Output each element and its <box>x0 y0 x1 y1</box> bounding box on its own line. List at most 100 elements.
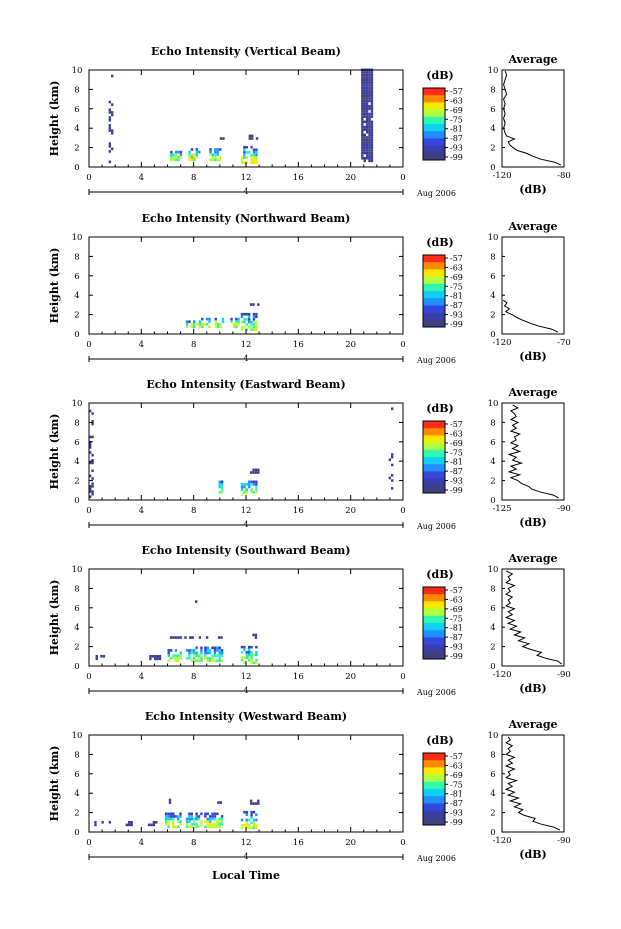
echo-cell <box>209 158 212 162</box>
echo-cell <box>363 120 366 124</box>
colorbar-segment <box>423 803 445 812</box>
echo-cell <box>243 661 246 665</box>
echo-block <box>125 820 133 827</box>
colorbar-segment <box>423 767 445 776</box>
echo-cell <box>247 656 251 659</box>
echo-cell <box>198 150 201 154</box>
echo-cell <box>250 320 253 324</box>
echo-cell <box>208 651 212 655</box>
echo-cell <box>167 659 170 663</box>
echo-cell <box>368 89 371 92</box>
echo-cell <box>195 822 198 826</box>
echo-cell <box>195 815 198 818</box>
echo-cell <box>188 320 191 323</box>
echo-cell <box>365 149 369 152</box>
echo-cell <box>91 492 94 496</box>
echo-block <box>149 654 162 661</box>
x-tick-label: 8 <box>191 838 196 848</box>
average-profile-line <box>502 299 559 333</box>
echo-cell <box>204 815 207 818</box>
echo-cell <box>195 659 198 663</box>
echo-cell <box>252 490 256 494</box>
echo-cell <box>216 812 219 816</box>
echo-cell <box>211 158 215 162</box>
panel-title: Echo Intensity (Westward Beam) <box>145 710 347 723</box>
echo-cell <box>220 651 224 655</box>
echo-cell <box>361 86 364 90</box>
avg-y-tick-label: 4 <box>490 291 495 301</box>
y-tick-label: 4 <box>74 457 79 467</box>
echo-cell <box>130 823 133 827</box>
echo-cell <box>249 471 253 474</box>
echo-cell <box>169 656 173 660</box>
echo-cell <box>255 658 258 662</box>
echo-cell <box>172 812 175 816</box>
echo-cell <box>247 312 251 316</box>
y-tick-label: 0 <box>74 828 79 838</box>
echo-cell <box>365 130 369 134</box>
echo-cell <box>363 76 366 79</box>
colorbar-tick-label: -57 <box>450 586 463 595</box>
echo-cell <box>250 158 253 162</box>
colorbar-frame <box>422 586 446 660</box>
echo-cell <box>211 825 214 829</box>
colorbar-tick-label: -63 <box>450 263 463 272</box>
colorbar-tick-label: -57 <box>450 420 463 429</box>
echo-cell <box>252 320 256 324</box>
echo-cell <box>370 149 374 152</box>
echo-cell <box>176 817 180 821</box>
echo-cell <box>255 325 258 329</box>
echo-cell <box>370 86 374 90</box>
echo-cell <box>240 493 244 497</box>
echo-cell <box>250 651 253 654</box>
echo-block <box>196 317 211 329</box>
echo-cell <box>174 153 178 156</box>
x-tick-label: 4 <box>139 506 144 516</box>
echo-cell <box>370 78 374 82</box>
colorbar-tick-label: -81 <box>450 125 463 134</box>
colorbar-segment <box>423 145 445 154</box>
echo-cell <box>252 156 256 159</box>
echo-cell <box>255 148 258 152</box>
average-frame <box>501 402 565 501</box>
y-tick-label: 10 <box>72 399 83 409</box>
echo-cell <box>217 636 221 639</box>
colorbar-segment <box>423 608 445 617</box>
echo-cell <box>216 659 219 663</box>
echo-cell <box>370 136 374 139</box>
echo-cell <box>195 651 198 655</box>
echo-cell <box>370 123 374 126</box>
echo-cell <box>249 303 253 306</box>
echo-cell <box>188 158 191 162</box>
echo-cell <box>250 658 253 662</box>
y-axis-label: Height (km) <box>48 746 61 822</box>
echo-cell <box>255 161 258 165</box>
echo-cell <box>255 137 259 140</box>
echo-cell <box>255 826 258 830</box>
echo-cell <box>188 150 191 154</box>
echo-cell <box>213 815 217 818</box>
echo-cell <box>198 325 202 329</box>
echo-cell <box>370 138 374 142</box>
echo-cell <box>365 136 369 139</box>
echo-cell <box>200 649 203 652</box>
echo-cell <box>91 477 94 480</box>
echo-cell <box>361 136 364 139</box>
echo-cell <box>172 636 175 639</box>
echo-cell <box>190 649 194 652</box>
echo-cell <box>255 488 258 491</box>
echo-cell <box>209 148 212 151</box>
echo-cell <box>219 801 223 804</box>
echo-cell <box>213 812 217 816</box>
echo-cell <box>245 810 248 814</box>
echo-cell <box>243 325 246 329</box>
echo-cell <box>108 126 112 130</box>
echo-cell <box>250 145 253 149</box>
average-title: Average <box>507 53 557 66</box>
echo-cell <box>208 649 212 652</box>
avg-y-tick-label: 10 <box>488 66 499 76</box>
echo-cell <box>167 822 170 826</box>
avg-x-tick-label: -125 <box>492 504 511 514</box>
echo-cell <box>211 153 215 156</box>
echo-cell <box>89 474 92 478</box>
